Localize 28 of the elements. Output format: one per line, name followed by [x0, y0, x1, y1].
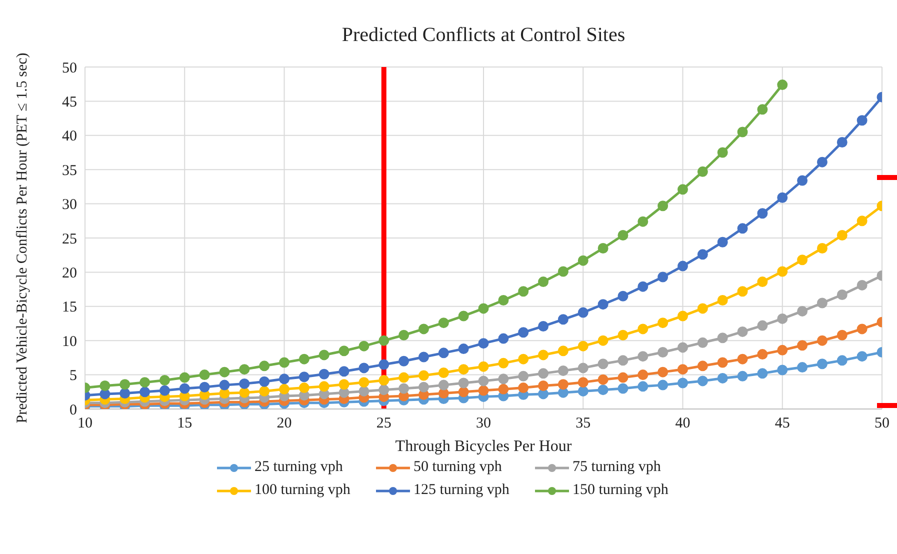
x-tick-label: 50 [874, 416, 890, 432]
y-tick-label: 25 [62, 231, 77, 248]
x-tick-label: 45 [774, 416, 790, 432]
y-tick-label: 40 [62, 128, 77, 145]
y-tick-label: 0 [70, 402, 77, 418]
x-tick-label: 20 [276, 416, 292, 432]
y-tick-label: 5 [70, 368, 77, 384]
y-tick-label: 20 [62, 266, 77, 282]
legend-label: 75 turning vph [572, 459, 662, 476]
x-tick-label: 35 [576, 416, 591, 432]
legend-label: 50 turning vph [412, 459, 503, 476]
y-tick-label: 10 [62, 334, 77, 350]
x-tick-label: 40 [675, 416, 690, 432]
y-tick-label: 35 [62, 162, 77, 179]
legend-label: 25 turning vph [254, 459, 344, 476]
chart-title: Predicted Conflicts at Control Sites [340, 24, 626, 47]
legend-label: 100 turning vph [254, 482, 352, 499]
x-axis-title: Through Bicycles Per Hour [395, 438, 572, 455]
x-tick-label: 30 [476, 416, 491, 432]
legend-label: 150 turning vph [572, 482, 670, 499]
y-axis-title: Predicted Vehicle-Bicycle Conflicts Per Hour (PET ≤ 1.5 sec) [14, 52, 30, 424]
x-tick-label: 25 [376, 416, 392, 432]
x-tick-label: 15 [177, 416, 192, 432]
y-tick-label: 15 [62, 300, 77, 316]
legend-label: 125 turning vph [412, 482, 510, 499]
y-tick-label: 50 [62, 60, 77, 76]
y-tick-label: 30 [62, 197, 77, 214]
y-tick-label: 45 [62, 94, 77, 111]
